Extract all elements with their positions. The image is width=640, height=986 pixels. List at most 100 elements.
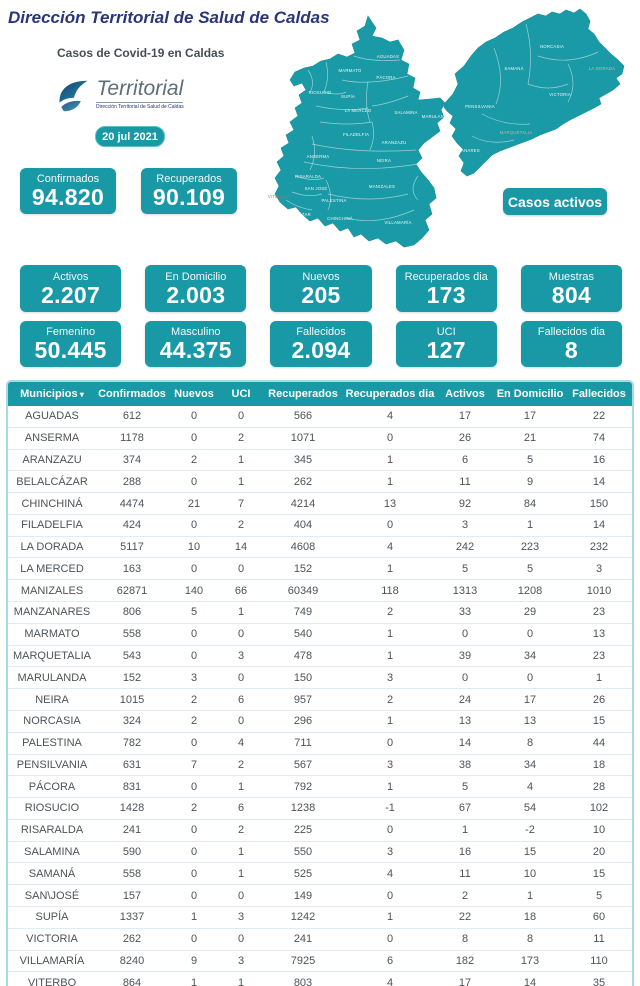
value-cell: 21 bbox=[168, 492, 220, 515]
value-cell: 374 bbox=[96, 448, 168, 471]
column-header-nuevos[interactable]: Nuevos bbox=[168, 382, 220, 406]
municipio-cell: VITERBO bbox=[8, 971, 96, 986]
stat-card-value: 2.207 bbox=[41, 281, 101, 308]
map-label-belalcázar: BELALCÁZAR bbox=[281, 212, 311, 217]
value-cell: 0 bbox=[436, 622, 494, 646]
territorial-logo: Territorial Dirección Territorial de Sal… bbox=[57, 77, 184, 119]
stat-card-nuevos: Nuevos 205 bbox=[270, 265, 372, 312]
stat-card-label: Recuperados dia bbox=[404, 270, 488, 283]
municipio-cell: VICTORIA bbox=[8, 927, 96, 951]
value-cell: 1 bbox=[344, 557, 436, 580]
column-header-en-domicilio[interactable]: En Domicilio bbox=[494, 382, 566, 406]
value-cell: 10 bbox=[494, 862, 566, 885]
value-cell: 21 bbox=[494, 426, 566, 450]
municipio-cell: NEIRA bbox=[8, 688, 96, 711]
municipio-cell: SAMANÁ bbox=[8, 862, 96, 885]
value-cell: 612 bbox=[96, 406, 168, 428]
column-header-fallecidos[interactable]: Fallecidos bbox=[566, 382, 632, 406]
stat-card-label: Confirmados bbox=[36, 173, 100, 185]
map-label-samaná: SAMANÁ bbox=[504, 66, 523, 71]
value-cell: 1 bbox=[220, 601, 262, 624]
value-cell: 6 bbox=[344, 949, 436, 972]
value-cell: 5 bbox=[494, 557, 566, 580]
table-row: MANZANARES 806 5 1 749 2 33 29 23 bbox=[8, 601, 632, 624]
table-row: PALESTINA 782 0 4 711 0 14 8 44 bbox=[8, 731, 632, 754]
value-cell: 3 bbox=[344, 666, 436, 689]
value-cell: 3 bbox=[344, 840, 436, 863]
value-cell: 3 bbox=[220, 949, 262, 972]
table-row: NEIRA 1015 2 6 957 2 24 17 26 bbox=[8, 688, 632, 711]
value-cell: 543 bbox=[96, 644, 168, 667]
value-cell: 296 bbox=[262, 709, 344, 733]
column-header-confirmados[interactable]: Confirmados bbox=[96, 382, 168, 406]
value-cell: 0 bbox=[168, 884, 220, 907]
value-cell: 22 bbox=[566, 406, 632, 428]
value-cell: 1 bbox=[344, 470, 436, 493]
column-header-municipios[interactable]: Municipios ▾ bbox=[8, 382, 96, 406]
value-cell: 1 bbox=[220, 448, 262, 471]
table-row: ANSERMA 1178 0 2 1071 0 26 21 74 bbox=[8, 426, 632, 450]
map-label-palestina: PALESTINA bbox=[321, 198, 346, 203]
value-cell: 1 bbox=[220, 775, 262, 798]
value-cell: 0 bbox=[344, 818, 436, 842]
map-label-supía: SUPÍA bbox=[341, 94, 355, 99]
stat-card-masculino: Masculino 44.375 bbox=[145, 321, 247, 367]
value-cell: 16 bbox=[566, 448, 632, 471]
value-cell: 60 bbox=[566, 905, 632, 929]
municipio-cell: SALAMINA bbox=[8, 840, 96, 863]
value-cell: 39 bbox=[436, 644, 494, 667]
map-label-marmato: MARMATO bbox=[339, 68, 362, 73]
stat-card-label: Recuperados bbox=[156, 173, 222, 185]
value-cell: 1 bbox=[168, 905, 220, 929]
value-cell: 1208 bbox=[494, 579, 566, 602]
value-cell: 13 bbox=[566, 622, 632, 646]
column-header-uci[interactable]: UCI bbox=[220, 382, 262, 406]
column-header-recuperados-dia[interactable]: Recuperados dia bbox=[344, 382, 436, 406]
value-cell: 540 bbox=[262, 622, 344, 646]
value-cell: 831 bbox=[96, 775, 168, 798]
value-cell: 2 bbox=[168, 797, 220, 820]
value-cell: 4608 bbox=[262, 535, 344, 558]
value-cell: 0 bbox=[436, 666, 494, 689]
value-cell: 17 bbox=[494, 688, 566, 711]
value-cell: 1 bbox=[344, 448, 436, 471]
column-header-activos[interactable]: Activos bbox=[436, 382, 494, 406]
value-cell: 157 bbox=[96, 884, 168, 907]
value-cell: 3 bbox=[566, 557, 632, 580]
value-cell: 0 bbox=[220, 406, 262, 428]
value-cell: 9 bbox=[168, 949, 220, 972]
value-cell: 34 bbox=[494, 644, 566, 667]
municipio-cell: ANSERMA bbox=[8, 426, 96, 450]
value-cell: 0 bbox=[168, 557, 220, 580]
municipio-cell: NORCASIA bbox=[8, 709, 96, 733]
value-cell: 23 bbox=[566, 644, 632, 667]
municipio-cell: BELALCÁZAR bbox=[8, 470, 96, 493]
value-cell: 140 bbox=[168, 579, 220, 602]
map-label-la-merced: LA MERCED bbox=[345, 108, 372, 113]
column-header-recuperados[interactable]: Recuperados bbox=[262, 382, 344, 406]
value-cell: 28 bbox=[566, 775, 632, 798]
value-cell: 0 bbox=[220, 622, 262, 646]
stat-card-activos: Activos 2.207 bbox=[20, 265, 122, 312]
value-cell: 8 bbox=[436, 927, 494, 951]
value-cell: 1 bbox=[566, 666, 632, 689]
value-cell: 225 bbox=[262, 818, 344, 842]
map-label-pácora: PÁCORA bbox=[376, 75, 395, 80]
sort-arrow-icon: ▾ bbox=[77, 390, 84, 399]
value-cell: 2 bbox=[168, 709, 220, 733]
value-cell: 2 bbox=[168, 688, 220, 711]
value-cell: 0 bbox=[220, 666, 262, 689]
stat-card-label: Fallecidos dia bbox=[537, 326, 606, 338]
value-cell: 74 bbox=[566, 426, 632, 450]
table-row: PENSILVANIA 631 7 2 567 3 38 34 18 bbox=[8, 753, 632, 776]
value-cell: 14 bbox=[566, 513, 632, 537]
value-cell: 550 bbox=[262, 840, 344, 863]
value-cell: 0 bbox=[220, 884, 262, 907]
value-cell: 0 bbox=[220, 557, 262, 580]
value-cell: 11 bbox=[436, 470, 494, 493]
value-cell: 0 bbox=[168, 426, 220, 450]
municipio-cell: PALESTINA bbox=[8, 731, 96, 754]
value-cell: 23 bbox=[566, 601, 632, 624]
value-cell: 262 bbox=[262, 470, 344, 493]
table-row: AGUADAS 612 0 0 566 4 17 17 22 bbox=[8, 406, 632, 428]
